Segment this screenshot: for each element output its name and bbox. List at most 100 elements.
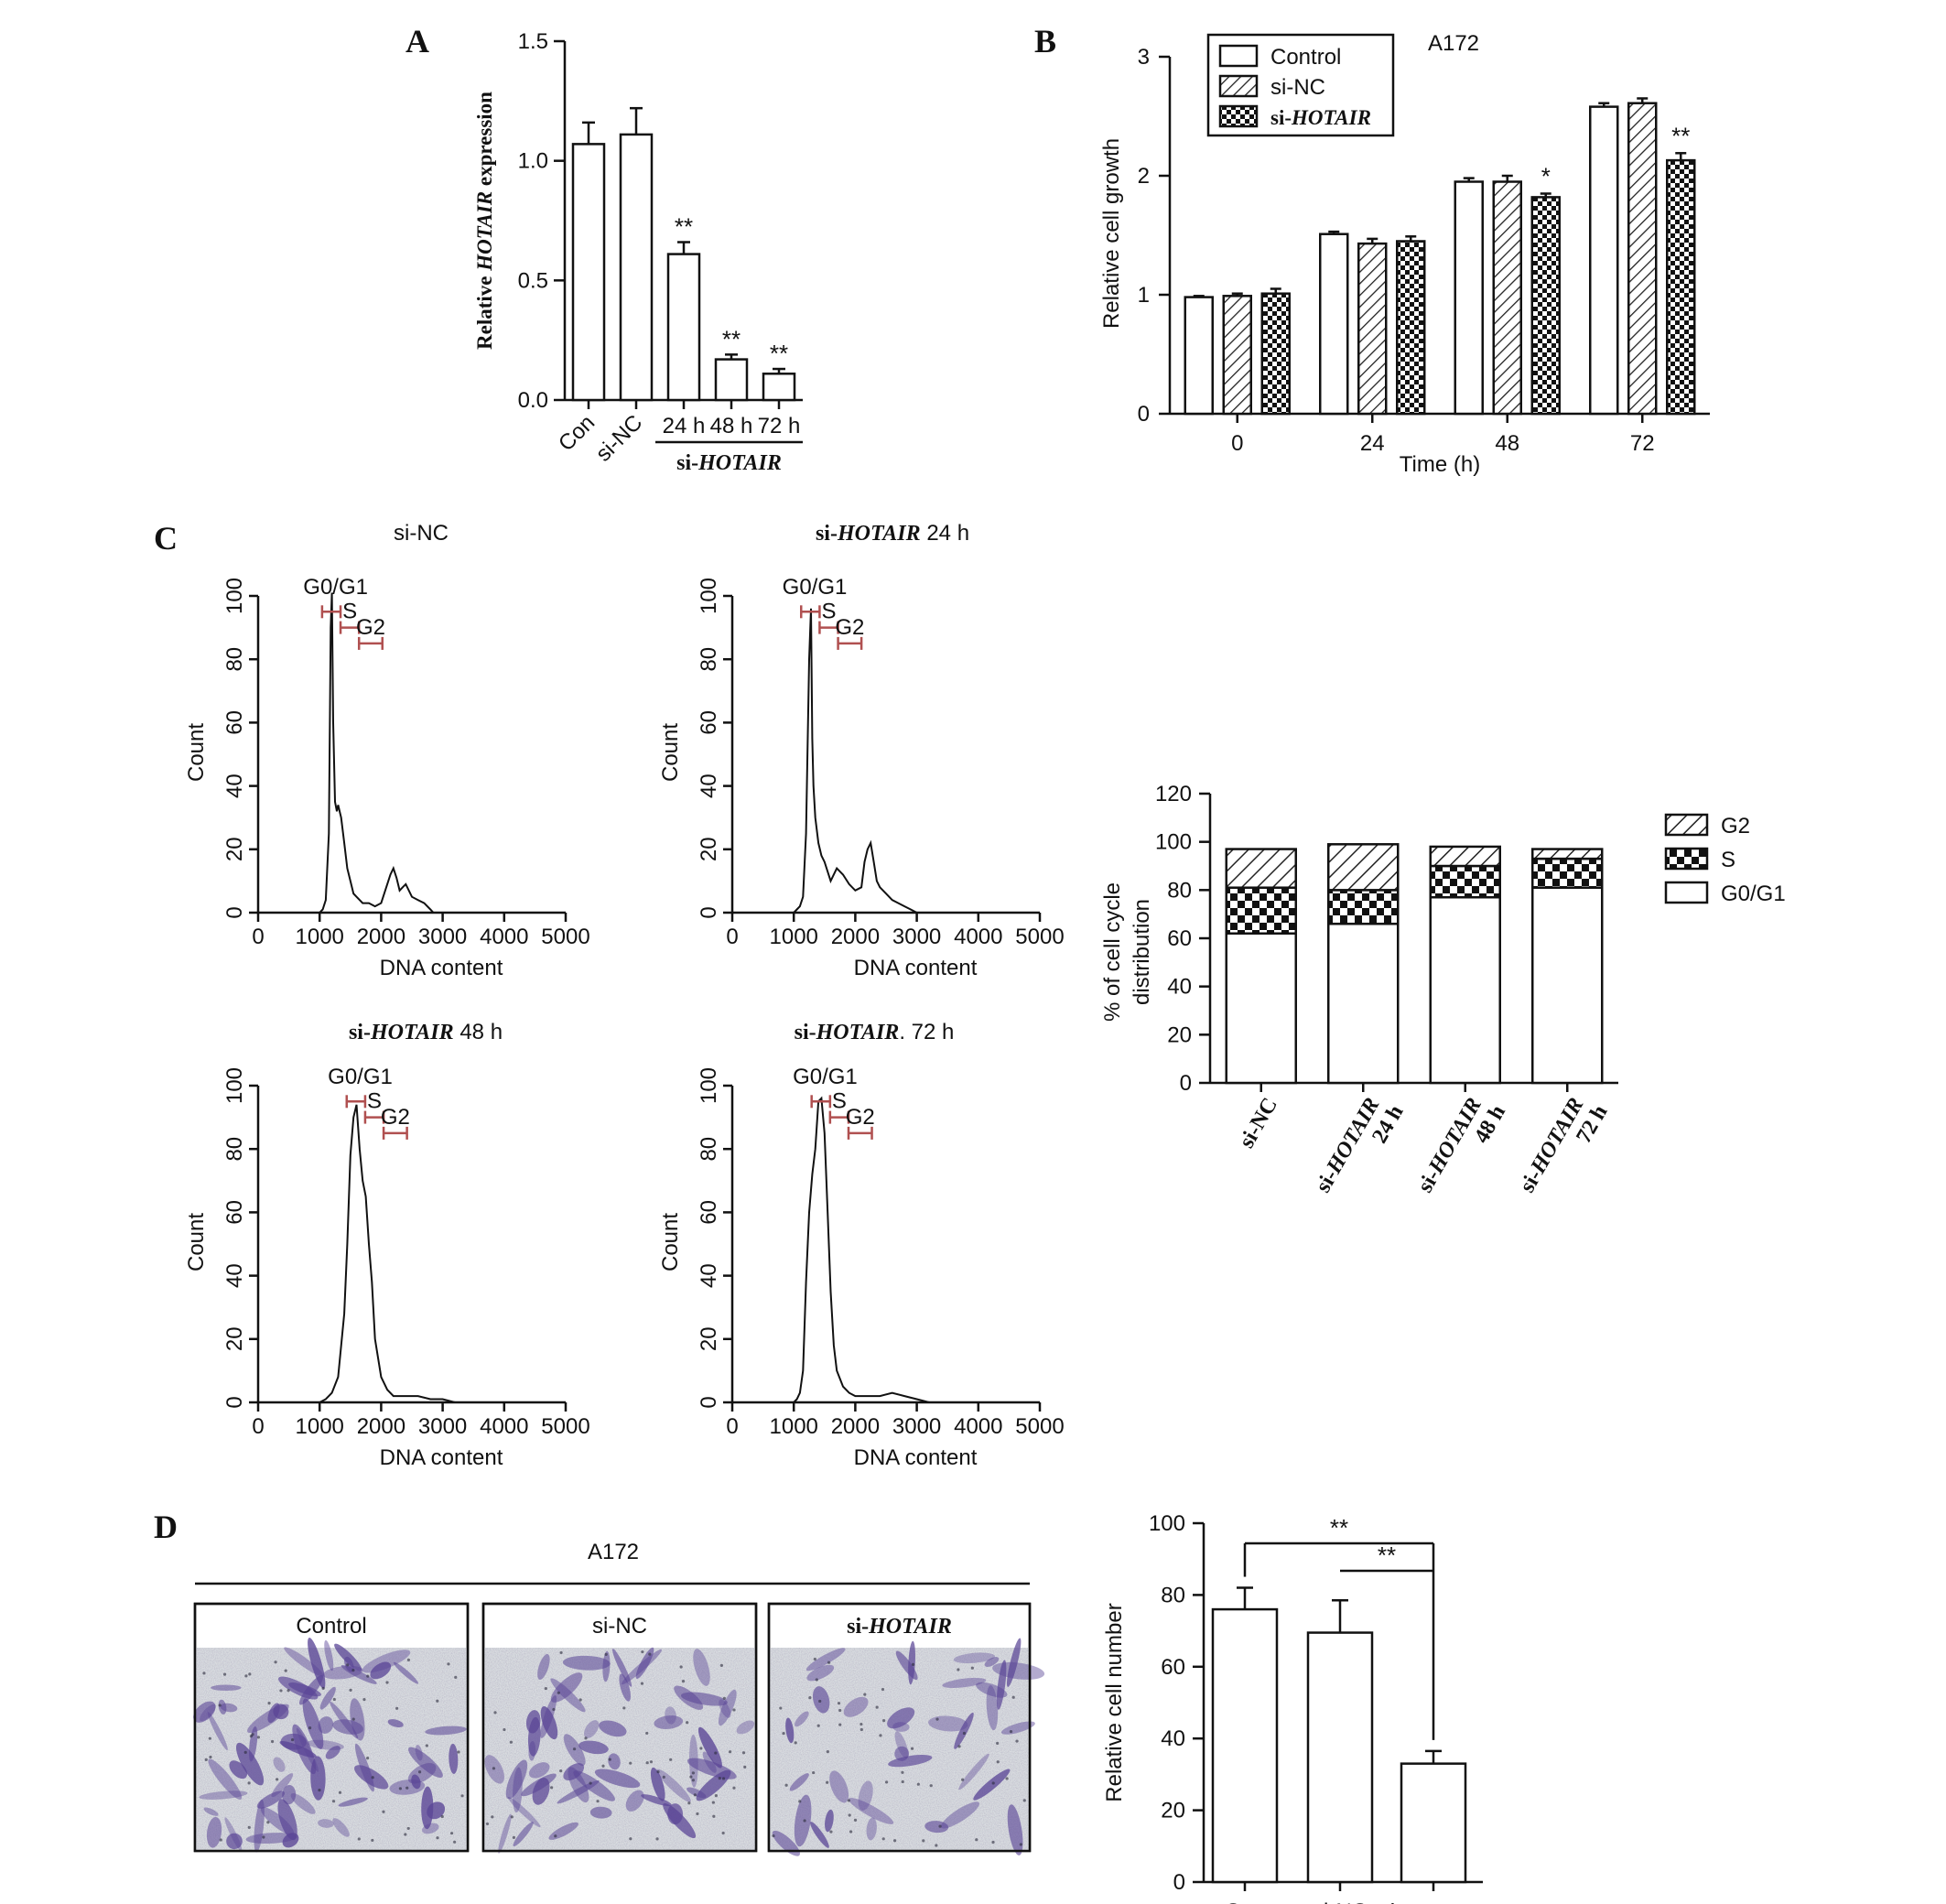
membrane-pore	[875, 1705, 879, 1709]
membrane-pore	[493, 1711, 497, 1715]
x-tick-label: 3000	[418, 1414, 467, 1439]
membrane-pore	[244, 1674, 248, 1678]
stained-cell	[888, 1754, 933, 1768]
bar	[1400, 1762, 1467, 1884]
histogram-title: si-NC	[394, 521, 449, 546]
membrane-pore	[209, 1755, 212, 1759]
stained-cell	[992, 1661, 1045, 1680]
x-category-label-part-0: si-NC	[1313, 1899, 1368, 1904]
y-tick-label: 1.5	[518, 29, 548, 54]
membrane-pore	[827, 1661, 831, 1664]
significance-mark: **	[1330, 1514, 1348, 1542]
membrane-pore	[559, 1769, 563, 1773]
x-tick-label: 5000	[1015, 1414, 1064, 1439]
stained-cell	[199, 1790, 248, 1800]
y-tick-label: 80	[697, 647, 721, 672]
chart-c-cell-cycle-distribution: 0 20 40 60 80 100 120 % of cell cycle distributi…	[1100, 782, 1786, 1196]
stained-cell	[986, 1685, 999, 1731]
membrane-pore	[838, 1708, 842, 1713]
membrane-pore	[629, 1837, 632, 1841]
membrane-pore	[406, 1658, 410, 1662]
stained-cell	[702, 1751, 717, 1773]
stained-cell	[589, 1806, 612, 1819]
membrane-pore	[813, 1657, 816, 1661]
bar	[1211, 1607, 1279, 1884]
panel-label-b: B	[1034, 23, 1056, 60]
x-tick-label: 2000	[357, 1414, 405, 1439]
stained-cell	[537, 1653, 550, 1680]
group-label-part-1: HOTAIR	[697, 451, 782, 475]
stained-cell	[578, 1740, 609, 1755]
y-axis-title: Count	[658, 1213, 683, 1271]
membrane-pore	[604, 1652, 608, 1656]
membrane-pore	[417, 1770, 422, 1774]
membrane-pore	[962, 1731, 967, 1736]
y-tick-label: 20	[222, 1326, 247, 1351]
membrane-pore	[510, 1815, 514, 1819]
stained-cell	[292, 1724, 317, 1775]
stained-cell	[719, 1699, 731, 1718]
stained-cell	[318, 1716, 334, 1734]
stained-cell	[942, 1677, 987, 1688]
stained-cell	[693, 1649, 710, 1686]
membrane-pore	[859, 1722, 863, 1726]
membrane-pore	[395, 1706, 399, 1710]
stack-segment-hatch	[1327, 843, 1400, 892]
stained-cell	[996, 1660, 1007, 1710]
membrane-pore	[938, 1824, 942, 1828]
membrane-pore	[837, 1702, 841, 1705]
membrane-pore	[371, 1776, 374, 1780]
membrane-pore	[779, 1706, 783, 1710]
histogram-trace	[793, 608, 918, 914]
stained-cell	[924, 1821, 949, 1834]
y-axis-title-part-2: expression	[473, 92, 496, 191]
stained-cell	[550, 1672, 583, 1703]
x-tick-label: 0	[252, 1414, 264, 1439]
stained-cell	[332, 1818, 350, 1837]
membrane-pore	[453, 1840, 457, 1844]
stained-cell	[573, 1770, 615, 1801]
membrane-pore	[362, 1698, 366, 1702]
membrane-pore	[991, 1781, 995, 1785]
stained-cell	[667, 1803, 683, 1825]
membrane-pore	[218, 1704, 222, 1707]
x-axis-title: DNA content	[854, 956, 978, 980]
membrane-pore	[662, 1775, 665, 1779]
membrane-pore	[712, 1814, 716, 1818]
membrane-pore	[826, 1749, 829, 1754]
x-tick-label: 72	[1630, 431, 1655, 456]
membrane-pore	[718, 1777, 721, 1780]
membrane-pore	[881, 1837, 885, 1841]
membrane-pore	[679, 1665, 683, 1669]
membrane-pore	[262, 1835, 265, 1839]
membrane-pore	[204, 1758, 208, 1761]
membrane-pore	[649, 1760, 654, 1764]
membrane-pore	[454, 1675, 458, 1679]
stained-cell	[772, 1830, 801, 1856]
membrane-pore	[629, 1761, 632, 1765]
stained-cell	[697, 1726, 722, 1769]
stained-cell	[794, 1794, 812, 1847]
membrane-pore	[503, 1727, 506, 1732]
stained-cell	[908, 1640, 915, 1685]
y-tick-label: 100	[222, 578, 247, 614]
stained-cell	[302, 1698, 324, 1749]
histogram-title-suffix: . 72 h	[899, 1020, 954, 1044]
membrane-pore	[892, 1839, 897, 1843]
micrographs-title: A172	[588, 1540, 639, 1564]
bar-checker	[1666, 158, 1696, 416]
membrane-pore	[554, 1834, 557, 1838]
y-tick-label: 20	[697, 1326, 721, 1351]
y-axis-title: Relative cell growth	[1099, 138, 1124, 329]
stained-cell	[370, 1661, 392, 1680]
histogram-trace	[319, 1104, 456, 1403]
membrane-pore	[351, 1717, 355, 1721]
membrane-pore	[385, 1681, 389, 1684]
membrane-pore	[818, 1699, 822, 1704]
histogram-trace	[319, 592, 437, 914]
stained-cell	[625, 1790, 644, 1812]
membrane-pore	[911, 1662, 915, 1666]
membrane-pore	[436, 1699, 439, 1703]
